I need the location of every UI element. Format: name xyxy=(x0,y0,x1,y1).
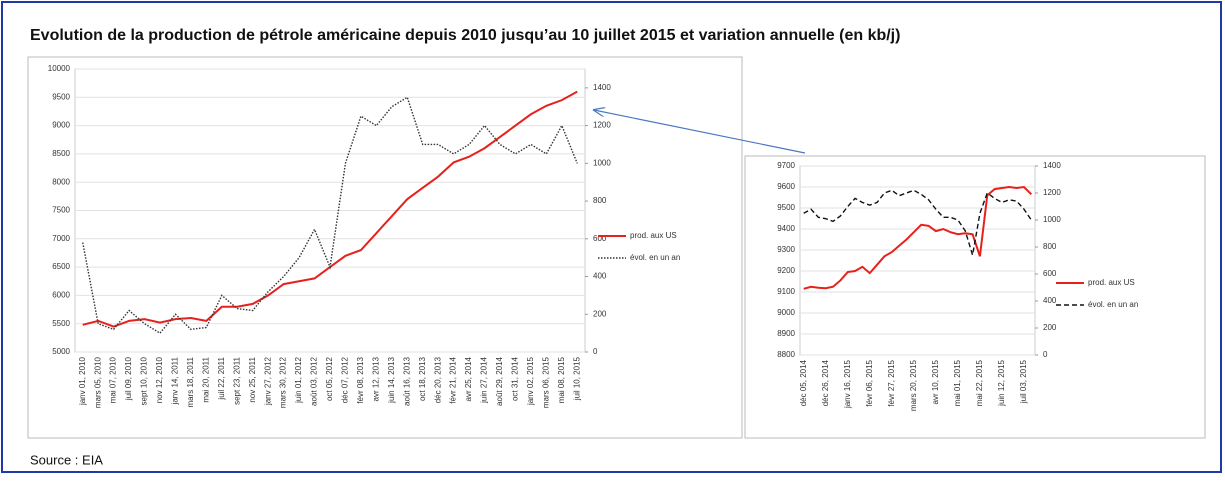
y-tick-label: 8900 xyxy=(777,329,795,338)
x-tick-label: juin 12, 2015 xyxy=(997,359,1006,406)
x-tick-label: déc 26, 2014 xyxy=(821,359,830,406)
page-title: Evolution de la production de pétrole am… xyxy=(30,27,900,44)
x-tick-label: juin 27, 2014 xyxy=(480,356,489,403)
y-tick-label: 7500 xyxy=(52,206,70,215)
x-tick-label: avr 12, 2013 xyxy=(371,356,380,401)
y-tick-label: 8500 xyxy=(52,149,70,158)
legend-label: évol. en un an xyxy=(1088,300,1138,309)
x-tick-label: sept 10, 2010 xyxy=(140,356,149,405)
legend-label: évol. en un an xyxy=(630,253,680,262)
x-tick-label: juil 10, 2015 xyxy=(572,356,581,401)
x-tick-label: mai 01, 2015 xyxy=(953,359,962,406)
series-line xyxy=(803,189,1032,256)
x-tick-label: avr 25, 2014 xyxy=(464,356,473,401)
x-tick-label: juin 14, 2013 xyxy=(387,356,396,403)
x-tick-label: nov 25, 2011 xyxy=(248,356,257,402)
x-tick-label: janv 01, 2010 xyxy=(78,356,87,406)
series-line xyxy=(803,185,1033,290)
y2-tick-label: 1200 xyxy=(1043,188,1061,197)
x-tick-label: oct 05, 2012 xyxy=(325,356,334,401)
y-tick-label: 8800 xyxy=(777,350,795,359)
x-tick-label: mars 05, 2010 xyxy=(93,356,102,408)
x-tick-label: févr 08, 2013 xyxy=(356,356,365,403)
series-line xyxy=(82,96,578,335)
x-tick-label: nov 12, 2010 xyxy=(155,356,164,403)
x-tick-label: mars 06, 2015 xyxy=(541,356,550,408)
x-tick-label: févr 27, 2015 xyxy=(887,359,896,406)
y-tick-label: 9100 xyxy=(777,287,795,296)
y-tick-label: 6000 xyxy=(52,291,70,300)
chart-box xyxy=(27,56,743,439)
y-tick-label: 9300 xyxy=(777,245,795,254)
y-tick-label: 9200 xyxy=(777,266,795,275)
y-tick-label: 8000 xyxy=(52,177,70,186)
y-tick-label: 9700 xyxy=(777,161,795,170)
y2-tick-label: 200 xyxy=(1043,323,1057,332)
x-tick-label: mai 08, 2015 xyxy=(557,356,566,403)
x-tick-label: mai 07, 2010 xyxy=(109,356,118,403)
x-tick-label: mars 18, 2011 xyxy=(186,356,195,407)
y-tick-label: 7000 xyxy=(52,234,70,243)
x-tick-label: févr 06, 2015 xyxy=(865,359,874,406)
x-tick-label: janv 27, 2012 xyxy=(263,356,272,406)
y2-tick-label: 400 xyxy=(1043,296,1057,305)
y2-tick-label: 800 xyxy=(1043,242,1057,251)
y-tick-label: 10000 xyxy=(48,64,71,73)
x-tick-label: juil 03, 2015 xyxy=(1019,359,1028,404)
chart-box xyxy=(744,155,1206,439)
y-tick-label: 9600 xyxy=(777,182,795,191)
x-tick-label: sept 23, 2011 xyxy=(232,356,241,404)
x-tick-label: oct 31, 2014 xyxy=(511,356,520,401)
y2-tick-label: 600 xyxy=(1043,269,1057,278)
legend-label: prod. aux US xyxy=(630,231,677,240)
legend-label: prod. aux US xyxy=(1088,278,1135,287)
source: Source : EIA xyxy=(30,452,103,467)
y2-tick-label: 0 xyxy=(593,347,598,356)
x-tick-label: avr 10, 2015 xyxy=(931,359,940,404)
x-tick-label: juil 09, 2010 xyxy=(124,356,133,401)
x-tick-label: mars 20, 2015 xyxy=(909,359,918,411)
y2-tick-label: 200 xyxy=(593,309,607,318)
y2-tick-label: 1000 xyxy=(1043,215,1061,224)
y-tick-label: 5500 xyxy=(52,319,70,328)
x-tick-label: déc 05, 2014 xyxy=(799,359,808,406)
x-tick-label: mai 20, 2011 xyxy=(201,356,210,402)
y-tick-label: 9400 xyxy=(777,224,795,233)
y-tick-label: 9000 xyxy=(777,308,795,317)
arrow xyxy=(594,110,806,154)
y2-tick-label: 400 xyxy=(593,272,607,281)
x-tick-label: août 03, 2012 xyxy=(310,356,319,405)
y2-tick-label: 0 xyxy=(1043,350,1048,359)
y2-tick-label: 1000 xyxy=(593,158,611,167)
y-tick-label: 9500 xyxy=(52,92,70,101)
x-tick-label: janv 14, 2011 xyxy=(171,356,180,405)
y-tick-label: 5000 xyxy=(52,347,70,356)
y-tick-label: 9500 xyxy=(777,203,795,212)
x-tick-label: juin 01, 2012 xyxy=(294,356,303,403)
x-tick-label: févr 21, 2014 xyxy=(449,356,458,403)
x-tick-label: oct 18, 2013 xyxy=(418,356,427,401)
y2-tick-label: 600 xyxy=(593,234,607,243)
x-tick-label: déc 20, 2013 xyxy=(433,356,442,403)
x-tick-label: mars 30, 2012 xyxy=(279,356,288,408)
x-tick-label: mai 22, 2015 xyxy=(975,359,984,406)
x-tick-label: août 29, 2014 xyxy=(495,356,504,405)
x-tick-label: janv 02, 2015 xyxy=(526,356,535,406)
x-tick-label: déc 07, 2012 xyxy=(341,356,350,403)
y2-tick-label: 1400 xyxy=(1043,161,1061,170)
x-tick-label: janv 16, 2015 xyxy=(843,359,852,409)
y2-tick-label: 800 xyxy=(593,196,607,205)
y2-tick-label: 1400 xyxy=(593,83,611,92)
x-tick-label: juil 22, 2011 xyxy=(217,356,226,400)
x-tick-label: août 16, 2013 xyxy=(402,356,411,405)
y-tick-label: 9000 xyxy=(52,121,70,130)
y-tick-label: 6500 xyxy=(52,262,70,271)
y2-tick-label: 1200 xyxy=(593,121,611,130)
